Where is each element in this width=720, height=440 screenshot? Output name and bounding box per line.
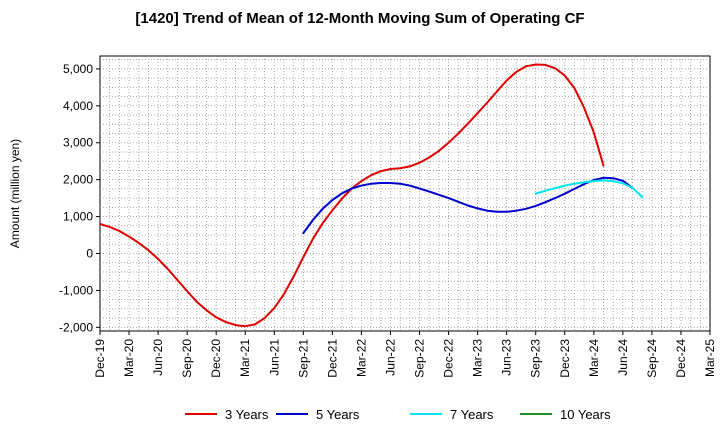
y-tick-label: 5,000 bbox=[63, 62, 93, 76]
x-tick-label: Mar-25 bbox=[703, 339, 717, 377]
x-tick-label: Mar-22 bbox=[354, 339, 368, 377]
x-tick-label: Mar-23 bbox=[471, 339, 485, 377]
y-tick-label: -2,000 bbox=[59, 320, 93, 334]
series-line-7-years bbox=[534, 179, 644, 198]
x-tick-label: Dec-21 bbox=[325, 339, 339, 378]
x-tick-label: Mar-20 bbox=[122, 339, 136, 377]
x-tick-label: Dec-20 bbox=[209, 339, 223, 378]
x-tick-label: Dec-19 bbox=[93, 339, 107, 378]
x-tick-label: Mar-21 bbox=[238, 339, 252, 377]
x-tick-label: Dec-22 bbox=[442, 339, 456, 378]
x-tick-label: Dec-24 bbox=[674, 339, 688, 378]
x-tick-label: Dec-23 bbox=[558, 339, 572, 378]
series-layer bbox=[99, 63, 644, 328]
x-tick-label: Jun-24 bbox=[616, 339, 630, 376]
legend-label: 7 Years bbox=[450, 407, 494, 422]
x-tick-label: Sep-20 bbox=[180, 339, 194, 378]
x-tick-label: Jun-21 bbox=[267, 339, 281, 376]
x-tick-label: Mar-24 bbox=[587, 339, 601, 377]
legend-item-3-years: 3 Years bbox=[185, 407, 269, 422]
legend-label: 5 Years bbox=[316, 407, 360, 422]
x-tick-label: Sep-24 bbox=[645, 339, 659, 378]
plot-frame bbox=[99, 55, 711, 332]
legend-item-7-years: 7 Years bbox=[410, 407, 494, 422]
grid-layer bbox=[99, 55, 711, 332]
legend-label: 10 Years bbox=[560, 407, 611, 422]
x-tick-label: Jun-20 bbox=[151, 339, 165, 376]
x-tick-label: Sep-23 bbox=[529, 339, 543, 378]
y-tick-label: 0 bbox=[86, 246, 93, 260]
legend-label: 3 Years bbox=[225, 407, 269, 422]
x-tick-label: Sep-21 bbox=[296, 339, 310, 378]
series-line-5-years bbox=[302, 176, 634, 235]
y-tick-label: -1,000 bbox=[59, 283, 93, 297]
x-tick-label: Sep-22 bbox=[413, 339, 427, 378]
x-tick-label: Jun-23 bbox=[500, 339, 514, 376]
y-tick-label: 1,000 bbox=[63, 210, 93, 224]
y-axis-label: Amount (million yen) bbox=[8, 139, 22, 248]
legend: 3 Years 5 Years 7 Years 10 Years bbox=[185, 407, 611, 422]
y-tick-label: 2,000 bbox=[63, 173, 93, 187]
x-tick-label: Jun-22 bbox=[383, 339, 397, 376]
y-tick-label: 3,000 bbox=[63, 136, 93, 150]
y-tick-label: 4,000 bbox=[63, 99, 93, 113]
chart-title: [1420] Trend of Mean of 12-Month Moving … bbox=[135, 10, 585, 27]
axis-layer: 5,000 4,000 3,000 2,000 1,000 0 -1,000 -2,000 Am… bbox=[8, 62, 717, 378]
legend-item-5-years: 5 Years bbox=[276, 407, 360, 422]
legend-item-10-years: 10 Years bbox=[520, 407, 611, 422]
